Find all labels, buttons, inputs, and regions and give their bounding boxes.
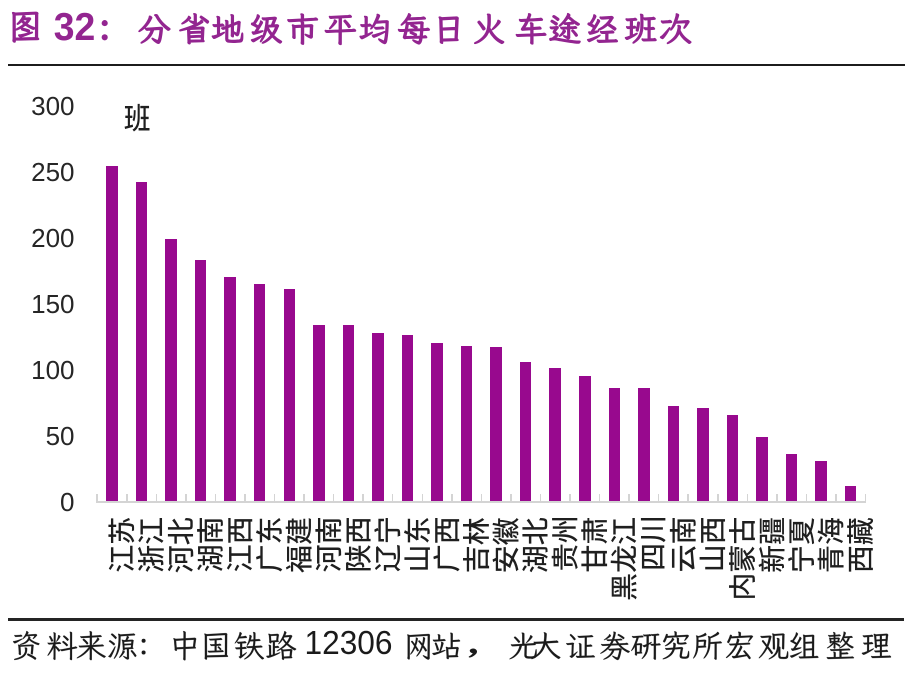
svg-text:32: 32 [54, 6, 96, 49]
svg-text:12306: 12306 [305, 624, 393, 661]
